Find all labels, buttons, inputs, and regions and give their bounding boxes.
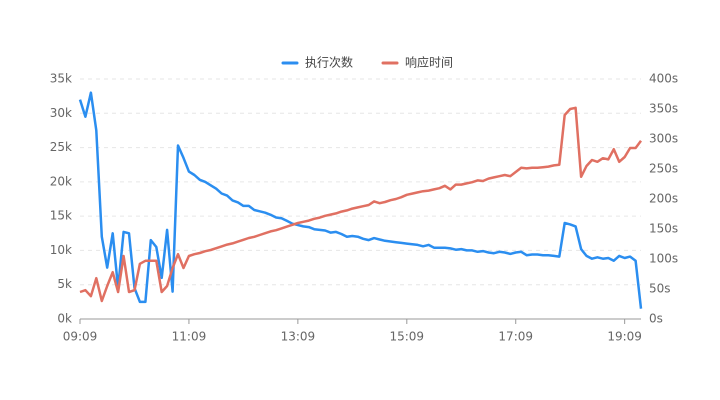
y2-tick-label: 250s — [649, 162, 678, 176]
legend: 执行次数 响应时间 — [281, 55, 453, 70]
legend-label: 响应时间 — [405, 55, 453, 70]
y2-tick-label: 50s — [649, 282, 671, 296]
y2-tick-label: 0s — [649, 312, 663, 326]
y-tick-label: 30k — [50, 106, 72, 120]
legend-label: 执行次数 — [305, 55, 353, 70]
x-tick-label: 13:09 — [281, 330, 316, 344]
y-tick-label: 0k — [57, 312, 72, 326]
x-tick-label: 19:09 — [607, 330, 642, 344]
x-tick-label: 11:09 — [172, 330, 207, 344]
series-line — [79, 106, 642, 303]
y2-tick-label: 100s — [649, 252, 678, 266]
y2-tick-label: 200s — [649, 192, 678, 206]
x-tick-label: 15:09 — [389, 330, 424, 344]
x-tick-label: 09:09 — [63, 330, 98, 344]
series-line — [78, 91, 643, 309]
y-tick-label: 35k — [50, 72, 72, 86]
y2-tick-label: 300s — [649, 132, 678, 146]
x-tick-label: 17:09 — [498, 330, 533, 344]
y2-tick-label: 400s — [649, 72, 678, 86]
y-tick-label: 5k — [57, 277, 72, 291]
y2-tick-label: 350s — [649, 102, 678, 116]
y-tick-label: 25k — [50, 140, 72, 154]
y2-tick-label: 150s — [649, 222, 678, 236]
y-tick-label: 15k — [50, 209, 72, 223]
y-tick-label: 10k — [50, 243, 72, 257]
y-tick-label: 20k — [50, 174, 72, 188]
